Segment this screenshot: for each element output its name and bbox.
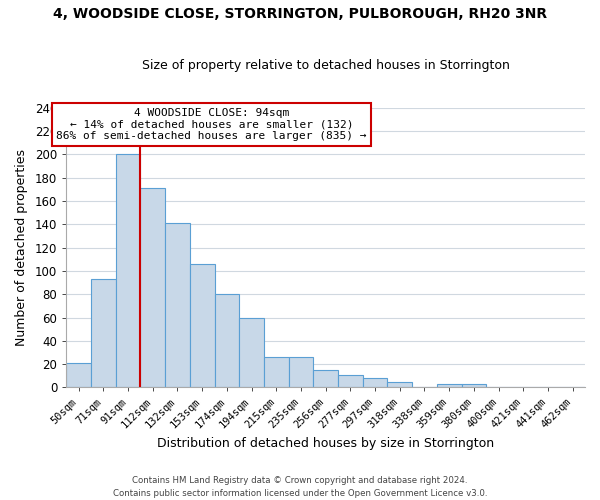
Text: 4 WOODSIDE CLOSE: 94sqm
← 14% of detached houses are smaller (132)
86% of semi-d: 4 WOODSIDE CLOSE: 94sqm ← 14% of detache…	[56, 108, 367, 141]
Text: Contains HM Land Registry data © Crown copyright and database right 2024.
Contai: Contains HM Land Registry data © Crown c…	[113, 476, 487, 498]
Bar	[461, 384, 486, 388]
Bar	[239, 318, 264, 388]
X-axis label: Distribution of detached houses by size in Storrington: Distribution of detached houses by size …	[157, 437, 494, 450]
Bar	[264, 357, 289, 388]
Bar	[67, 363, 91, 388]
Bar	[289, 357, 313, 388]
Bar	[116, 154, 140, 388]
Bar	[388, 382, 412, 388]
Text: 4, WOODSIDE CLOSE, STORRINGTON, PULBOROUGH, RH20 3NR: 4, WOODSIDE CLOSE, STORRINGTON, PULBOROU…	[53, 8, 547, 22]
Bar	[91, 279, 116, 388]
Bar	[215, 294, 239, 388]
Bar	[313, 370, 338, 388]
Y-axis label: Number of detached properties: Number of detached properties	[15, 149, 28, 346]
Bar	[437, 384, 461, 388]
Bar	[363, 378, 388, 388]
Title: Size of property relative to detached houses in Storrington: Size of property relative to detached ho…	[142, 59, 509, 72]
Bar	[338, 374, 363, 388]
Bar	[165, 223, 190, 388]
Bar	[140, 188, 165, 388]
Bar	[190, 264, 215, 388]
